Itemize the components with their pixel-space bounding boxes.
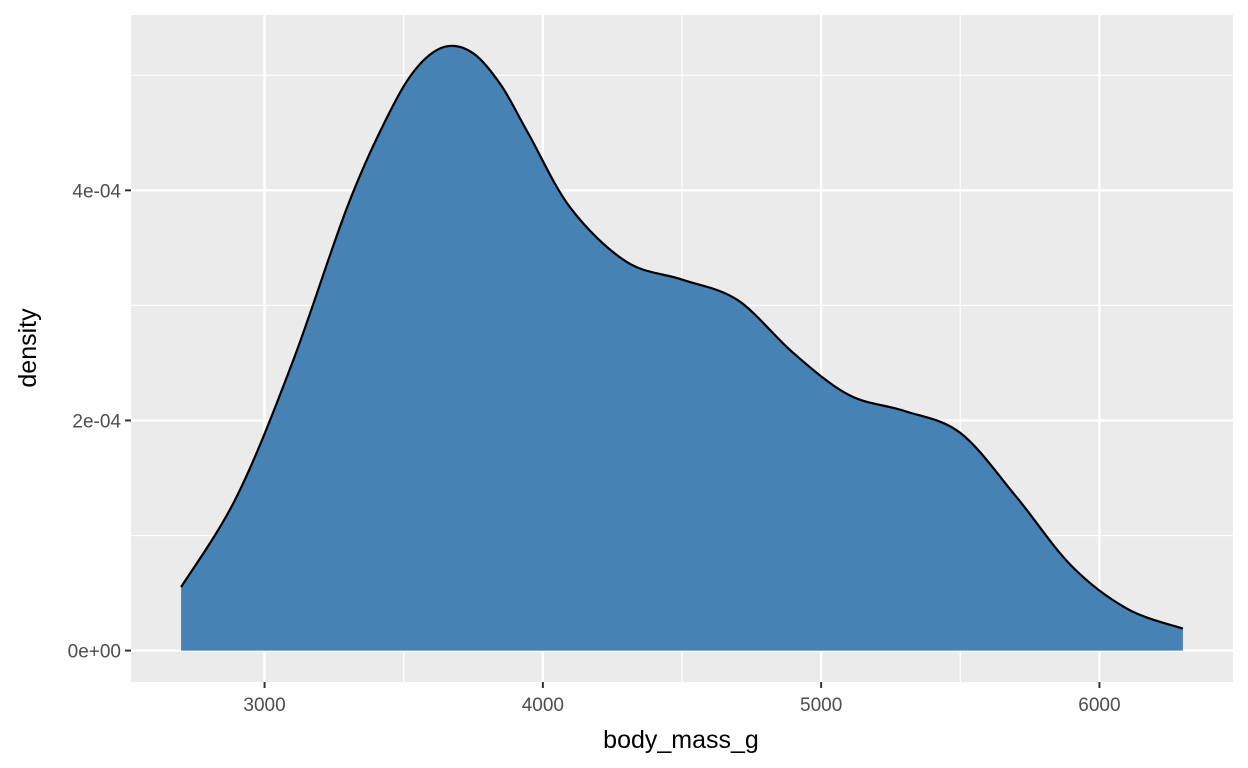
y-axis: 0e+00 2e-04 4e-04 [68, 181, 131, 663]
x-tick-label: 4000 [522, 695, 564, 716]
y-tick-label: 0e+00 [68, 642, 121, 663]
x-tick-label: 6000 [1078, 695, 1120, 716]
y-axis-title: density [14, 308, 42, 388]
x-axis: 3000 4000 5000 6000 [243, 682, 1121, 716]
x-tick-label: 3000 [243, 695, 285, 716]
density-curve [180, 44, 1184, 630]
x-tick-label: 5000 [800, 695, 842, 716]
density-area [181, 45, 1183, 651]
y-tick-label: 4e-04 [72, 181, 121, 202]
y-tick-label: 2e-04 [72, 411, 121, 432]
x-axis-title: body_mass_g [603, 726, 759, 754]
